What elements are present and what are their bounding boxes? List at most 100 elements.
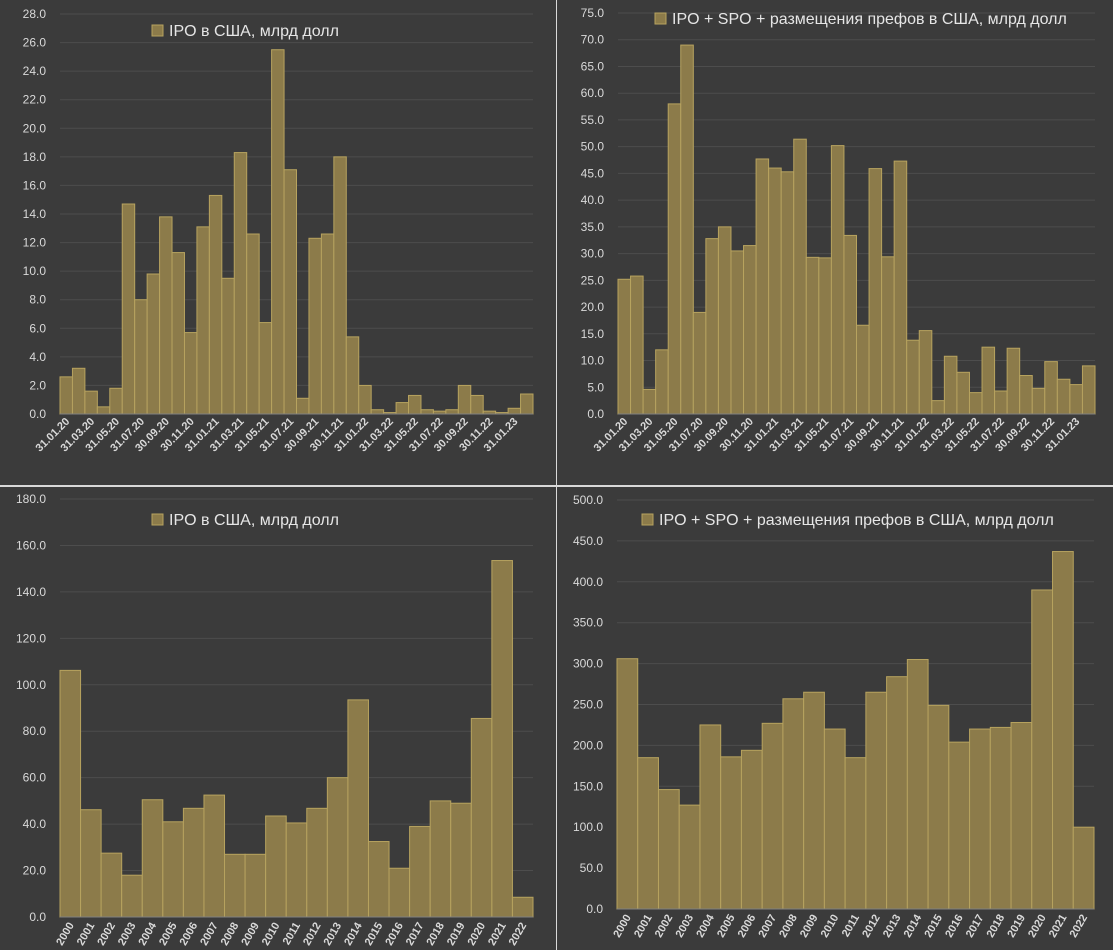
- y-tick-label: 25.0: [581, 273, 605, 287]
- bar: [1031, 589, 1054, 910]
- bar: [886, 676, 908, 910]
- x-tick-label: 2018: [985, 913, 1008, 940]
- bar: [347, 699, 369, 918]
- bar: [1031, 387, 1046, 415]
- x-tick-label: 2016: [383, 921, 406, 948]
- bar: [1019, 375, 1033, 415]
- y-tick-label: 24.0: [23, 64, 47, 78]
- bar: [893, 160, 908, 415]
- bar: [805, 256, 820, 415]
- bar: [121, 874, 143, 918]
- x-tick-label: 2005: [157, 921, 180, 948]
- y-tick-label: 160.0: [16, 538, 46, 552]
- y-tick-label: 55.0: [581, 113, 605, 127]
- bar: [680, 44, 694, 415]
- bar: [59, 376, 73, 415]
- bar: [162, 821, 184, 918]
- x-tick-label: 2022: [1068, 913, 1091, 940]
- bar: [283, 169, 298, 415]
- bar: [969, 728, 991, 910]
- x-tick-label: 2020: [466, 921, 489, 948]
- bar: [617, 278, 632, 415]
- bar: [818, 257, 832, 415]
- y-tick-label: 0.0: [586, 902, 603, 916]
- bar: [183, 332, 198, 415]
- bar: [667, 103, 682, 415]
- bar: [71, 367, 86, 415]
- bar: [1010, 721, 1033, 910]
- bar: [856, 324, 870, 415]
- bar: [208, 194, 223, 415]
- bar: [793, 138, 807, 415]
- bar: [844, 757, 867, 910]
- bar: [196, 226, 210, 415]
- x-tick-label: 2016: [943, 913, 966, 940]
- x-tick-label: 2002: [653, 913, 676, 940]
- bar: [333, 156, 347, 415]
- bar: [367, 841, 390, 918]
- bar: [699, 724, 722, 910]
- x-tick-label: 2022: [507, 921, 530, 948]
- bar: [906, 659, 929, 910]
- bar: [740, 749, 763, 910]
- bar: [1044, 361, 1058, 415]
- bar: [121, 203, 136, 415]
- x-tick-label: 2011: [281, 921, 303, 948]
- bar: [308, 237, 322, 415]
- x-tick-label: 2018: [424, 921, 447, 948]
- bar: [409, 825, 431, 918]
- bar: [981, 346, 996, 415]
- bar: [265, 815, 287, 918]
- bar: [445, 409, 459, 415]
- bar: [1056, 378, 1071, 415]
- x-tick-label: 2019: [445, 921, 468, 948]
- x-tick-label: 2008: [219, 921, 242, 948]
- y-tick-label: 120.0: [16, 631, 46, 645]
- x-tick-label: 2013: [881, 913, 904, 940]
- bar: [968, 392, 983, 415]
- bar: [100, 852, 123, 918]
- x-tick-label: 2001: [632, 913, 655, 940]
- horizontal-divider: [0, 485, 1113, 487]
- bar: [692, 311, 707, 415]
- chart-panel-monthly-total: 0.0 5.0 10.0 15.0 20.0 25.0 30.0 35.0 40.0 45.0 50…: [557, 0, 1113, 485]
- x-tick-label: 2009: [239, 921, 262, 948]
- bar: [780, 171, 795, 415]
- x-tick-label: 2017: [964, 913, 987, 940]
- chart-annual-total: 0.0 50.0 100.0 150.0 200.0 250.0 300.0 350.0 400…: [573, 493, 1095, 940]
- x-tick-label: 2006: [736, 913, 759, 940]
- x-tick-label: 2007: [757, 913, 780, 940]
- bar: [146, 273, 161, 415]
- y-tick-label: 30.0: [581, 247, 605, 261]
- bar: [630, 275, 644, 415]
- y-tick-label: 12.0: [23, 236, 47, 250]
- bar: [755, 158, 770, 415]
- bar: [408, 394, 422, 415]
- bar: [616, 658, 639, 910]
- bar: [370, 409, 385, 415]
- y-tick-label: 15.0: [581, 327, 605, 341]
- bar: [450, 802, 472, 918]
- bar: [678, 804, 701, 910]
- chart-panel-monthly-ipo: 0.0 2.0 4.0 6.0 8.0 10.0 12.0 14.0 16.0 18.0 20.0 2…: [0, 0, 556, 485]
- bar: [491, 560, 513, 918]
- y-tick-label: 60.0: [23, 771, 47, 785]
- y-tick-label: 26.0: [23, 36, 47, 50]
- bar: [80, 809, 102, 918]
- y-tick-label: 20.0: [23, 121, 47, 135]
- y-tick-label: 450.0: [573, 534, 603, 548]
- bar: [395, 402, 410, 415]
- y-tick-label: 22.0: [23, 93, 47, 107]
- x-tick-label: 2003: [674, 913, 697, 940]
- y-tick-label: 250.0: [573, 698, 603, 712]
- x-tick-label: 2002: [95, 921, 118, 948]
- legend-swatch: [641, 513, 654, 526]
- y-tick-label: 0.0: [29, 407, 46, 421]
- bar: [141, 799, 164, 918]
- y-tick-label: 18.0: [23, 150, 47, 164]
- bar: [520, 393, 534, 415]
- bar: [420, 409, 434, 415]
- bar: [642, 388, 657, 415]
- bar: [782, 698, 805, 910]
- x-tick-label: 2006: [178, 921, 201, 948]
